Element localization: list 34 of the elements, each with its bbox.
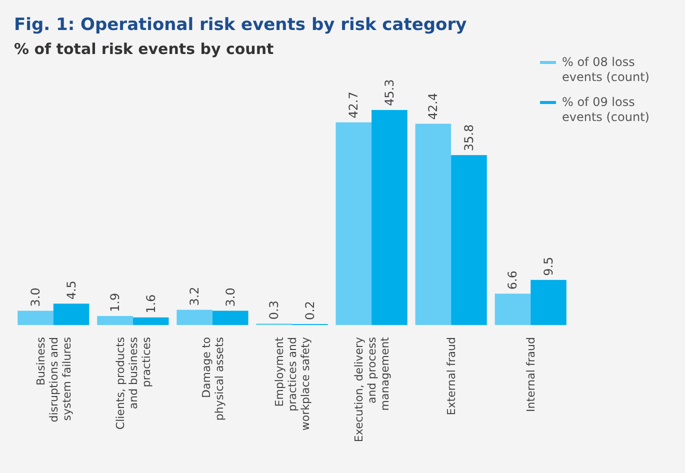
data-label: 42.4 [426, 93, 440, 120]
bar [53, 304, 90, 325]
bar [132, 317, 169, 325]
bar [176, 310, 212, 325]
x-tick-label: Clients, products and business practices [114, 336, 153, 430]
x-tick-label: Internal fraud [524, 337, 538, 412]
data-label: 1.6 [144, 294, 158, 314]
bar [18, 310, 54, 325]
data-label: 42.7 [346, 92, 361, 118]
bar [336, 122, 372, 325]
bar [415, 124, 452, 325]
x-tick-label: External fraud [445, 337, 458, 416]
data-label: 3.0 [223, 288, 238, 307]
data-label: 45.3 [382, 79, 396, 106]
legend-label: % of 08 loss events (count) [562, 55, 650, 84]
bar [451, 155, 487, 325]
data-label: 3.2 [188, 286, 202, 306]
data-label: 9.5 [542, 256, 556, 276]
bar [530, 280, 566, 325]
data-label: 4.5 [64, 280, 78, 300]
x-tick-label: Business disruptions and system failures [34, 336, 74, 422]
data-label: 6.6 [506, 270, 520, 290]
chart-subtitle: % of total risk events by count [14, 40, 274, 58]
data-label: 35.8 [462, 124, 476, 152]
legend-label: % of 09 loss events (count) [562, 95, 650, 124]
bar [372, 110, 408, 325]
bar [97, 316, 133, 325]
bar [494, 294, 531, 325]
chart-title: Fig. 1: Operational risk events by risk category [14, 15, 467, 35]
data-label: 0.2 [302, 300, 317, 320]
data-label: 3.0 [28, 288, 42, 307]
bar [212, 310, 248, 325]
data-label: 1.9 [108, 292, 122, 312]
data-label: 0.3 [267, 300, 282, 320]
